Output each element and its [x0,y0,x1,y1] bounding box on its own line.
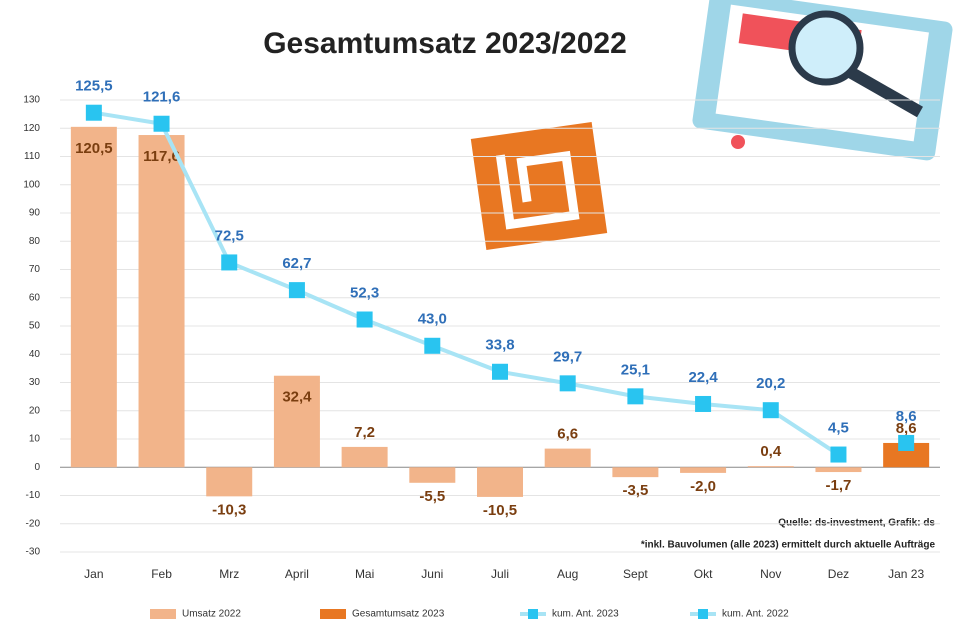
y-tick-label: 60 [29,292,41,303]
legend-label: Gesamtumsatz 2023 [352,609,445,620]
bar [815,467,862,473]
marker [559,375,576,392]
data-label: 121,6 [143,89,181,106]
y-tick-label: 50 [29,321,41,332]
x-tick-label: Okt [694,567,713,581]
y-tick-label: 70 [29,264,41,275]
y-tick-label: 80 [29,236,41,247]
x-tick-label: Dez [828,567,849,581]
data-label: -10,3 [212,501,246,518]
y-tick-label: 0 [34,462,40,473]
note: Quelle: ds-investment, Grafik: ds [778,518,935,529]
y-tick-label: 110 [24,151,40,162]
data-label: 6,6 [557,426,578,443]
data-label: 43,0 [418,311,447,328]
x-tick-label: Juli [491,567,509,581]
marker [695,395,712,412]
y-tick-label: 130 [23,95,40,106]
y-tick-label: -20 [26,518,41,529]
data-label: -2,0 [690,478,716,495]
marker [85,104,102,121]
chart-title: Gesamtumsatz 2023/2022 [263,27,627,60]
data-label: 32,4 [282,389,312,406]
legend-swatch [320,609,346,619]
x-tick-label: Mrz [219,567,239,581]
data-label: -1,7 [826,477,852,494]
x-tick-label: Nov [760,567,781,581]
data-label: 4,5 [828,420,849,437]
y-tick-label: 30 [29,377,41,388]
x-tick-label: Feb [151,567,172,581]
marker [356,311,373,328]
bar [341,446,388,468]
y-tick-label: 20 [29,405,41,416]
y-tick-label: -10 [26,490,41,501]
data-label: 125,5 [75,78,113,95]
bar [477,467,523,497]
data-label: 33,8 [485,337,514,354]
bar [680,467,727,473]
data-label: 20,2 [756,375,785,392]
bar [409,467,456,483]
legend-label: Umsatz 2022 [182,609,241,620]
marker [627,388,644,405]
data-label: 117,6 [143,148,180,165]
x-tick-label: Juni [421,567,443,581]
x-tick-label: Sept [623,567,648,581]
x-tick-label: Jan 23 [888,567,924,581]
y-tick-label: 10 [29,434,41,445]
marker [762,402,779,419]
data-label: -10,5 [483,502,517,519]
bar [206,467,253,497]
data-label: 0,4 [760,443,782,460]
data-label: 7,2 [354,424,375,441]
illustration [692,0,953,161]
y-tick-label: 90 [29,208,41,219]
y-tick-label: 100 [23,179,40,190]
data-label: 25,1 [621,361,650,378]
bar [138,135,185,468]
legend-marker [528,609,538,619]
marker [830,446,847,463]
note: *inkl. Bauvolumen (alle 2023) ermittelt … [641,540,936,551]
marker [424,337,441,354]
line [93,110,840,457]
legend-swatch [150,609,176,619]
data-label: 62,7 [282,255,311,272]
x-tick-label: Mai [355,567,374,581]
bar [273,375,320,468]
data-label: 8,6 [896,408,917,425]
x-tick-label: April [285,567,309,581]
marker [153,115,170,132]
legend-label: kum. Ant. 2022 [722,609,789,620]
legend-marker [698,609,708,619]
bar [612,467,659,478]
y-tick-label: -30 [26,547,41,558]
data-label: 52,3 [350,284,379,301]
bar [747,466,794,468]
x-tick-label: Jan [84,567,103,581]
data-label: -3,5 [622,482,648,499]
y-tick-label: 120 [23,123,40,134]
marker [221,254,238,271]
data-label: -5,5 [419,488,445,505]
data-label: 29,7 [553,348,582,365]
logo [470,122,608,250]
marker [492,363,508,380]
data-label: 120,5 [75,140,113,157]
legend-label: kum. Ant. 2023 [552,609,619,620]
y-tick-label: 40 [29,349,41,360]
bar [70,126,117,468]
data-label: 8,6 [896,420,917,437]
marker [898,434,915,451]
marker [288,282,305,299]
x-tick-label: Aug [557,567,578,581]
data-label: 22,4 [688,369,718,386]
bar [544,448,591,468]
data-label: 72,5 [215,227,244,244]
